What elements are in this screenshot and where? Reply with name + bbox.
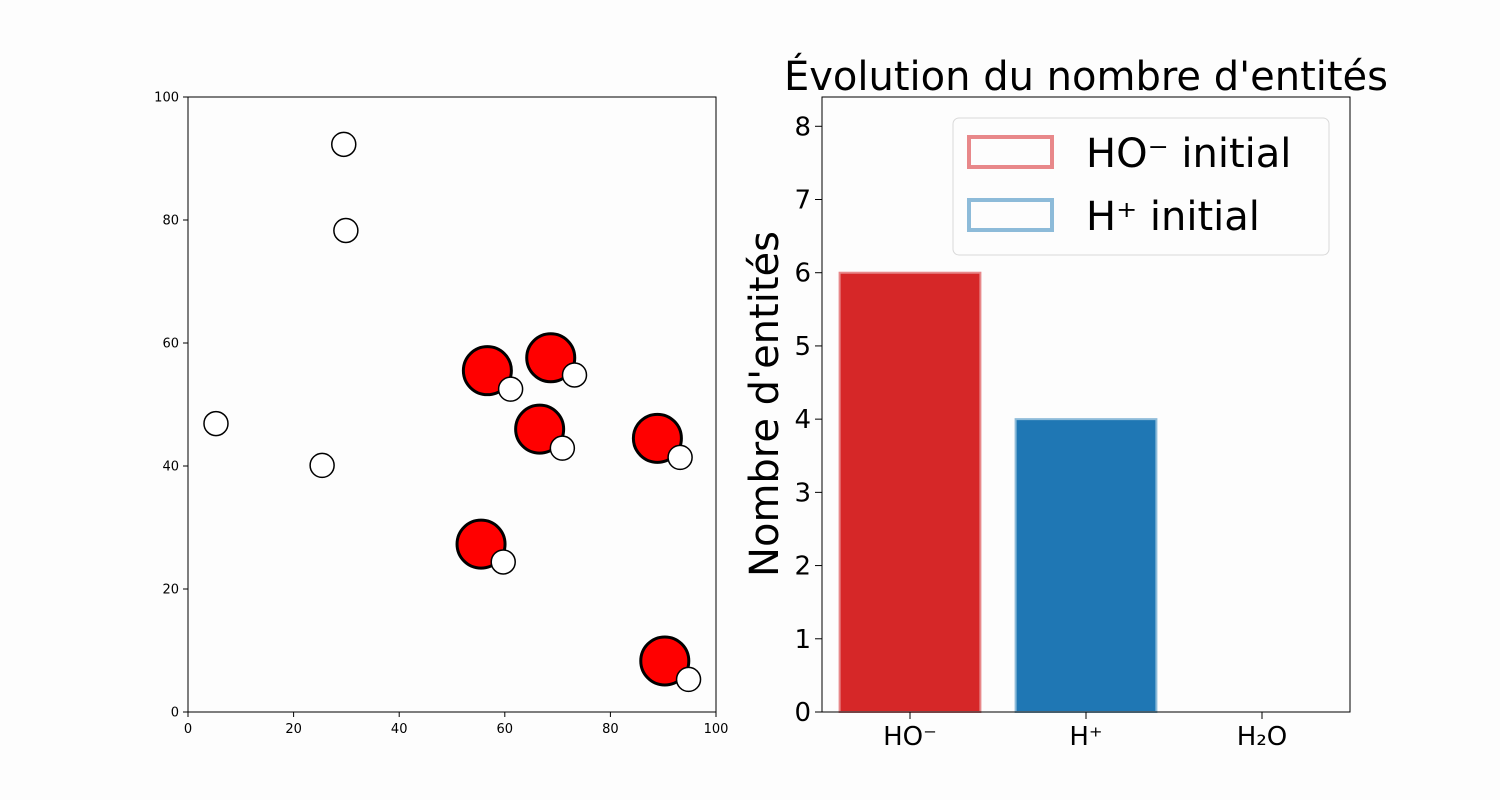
x-tick-label: 100 — [704, 722, 729, 737]
y-tick-label: 4 — [794, 405, 811, 435]
bar-current — [1015, 419, 1157, 712]
y-tick-label: 6 — [794, 259, 811, 289]
particle-scatter-plot: 0 20 40 60 80 100 0 20 40 60 80 100 — [154, 91, 728, 738]
legend-swatch-h-initial — [967, 198, 1054, 232]
x-tick-label: H⁺ — [1069, 722, 1102, 752]
legend-frame — [952, 117, 1330, 256]
legend-label-ho-initial: HO⁻ initial — [1086, 131, 1291, 177]
bar-chart-title: Évolution du nombre d'entités — [784, 52, 1388, 100]
scatter-marks — [203, 131, 702, 693]
legend: HO⁻ initial H⁺ initial — [952, 117, 1330, 256]
y-tick-label: 8 — [794, 112, 811, 142]
hydrogen-particle — [490, 549, 516, 575]
oxygen-particle — [525, 332, 577, 384]
bar-current — [839, 272, 981, 712]
y-tick-label: 0 — [171, 706, 179, 721]
y-tick-label: 3 — [794, 478, 811, 508]
x-tick-label: H₂O — [1237, 722, 1287, 752]
hydrogen-particle — [203, 410, 229, 437]
legend-swatch-ho-initial — [967, 135, 1054, 169]
hydrogen-particle — [561, 362, 588, 388]
oxygen-particle — [631, 412, 683, 464]
hydrogen-particle — [549, 435, 576, 461]
y-tick-label: 5 — [794, 332, 811, 362]
y-tick-label: 20 — [162, 583, 179, 598]
y-tick-label: 0 — [794, 698, 811, 728]
hydrogen-particle — [331, 131, 357, 158]
hydrogen-particle — [309, 452, 335, 479]
x-tick-label: 40 — [391, 722, 408, 737]
hydrogen-particle — [333, 217, 359, 244]
scatter-x-axis: 0 20 40 60 80 100 — [184, 712, 729, 737]
bar-marks — [838, 271, 1158, 713]
y-tick-label: 60 — [162, 337, 179, 352]
y-tick-label: 7 — [794, 186, 811, 216]
y-tick-label: 80 — [162, 214, 179, 229]
legend-label-h-initial: H⁺ initial — [1086, 194, 1260, 240]
oxygen-particle — [639, 635, 691, 687]
x-tick-label: 60 — [497, 722, 514, 737]
scatter-y-axis: 0 20 40 60 80 100 — [154, 91, 188, 721]
x-tick-label: 20 — [285, 722, 302, 737]
scatter-axes-frame — [187, 96, 717, 713]
oxygen-particle — [514, 403, 566, 455]
bar-x-axis: HO⁻ H⁺ H₂O — [883, 712, 1287, 752]
hydrogen-particle — [675, 666, 702, 693]
hydrogen-particle — [497, 376, 524, 402]
scatter-plot-area — [188, 97, 716, 712]
x-tick-label: 0 — [184, 722, 192, 737]
oxygen-particle — [461, 345, 513, 397]
y-tick-label: 2 — [794, 552, 811, 582]
bar-y-axis-label: Nombre d'entités — [742, 231, 788, 577]
entity-count-bar-chart: Évolution du nombre d'entités 012345678 … — [742, 52, 1388, 752]
hydrogen-particle — [667, 444, 693, 471]
x-tick-label: 80 — [602, 722, 619, 737]
y-tick-label: 40 — [162, 460, 179, 475]
bar-y-axis: 0 1 2 3 4 5 6 7 8 — [794, 112, 822, 728]
y-tick-label: 1 — [794, 625, 811, 655]
x-tick-label: HO⁻ — [883, 722, 937, 752]
y-tick-label: 100 — [154, 91, 179, 106]
